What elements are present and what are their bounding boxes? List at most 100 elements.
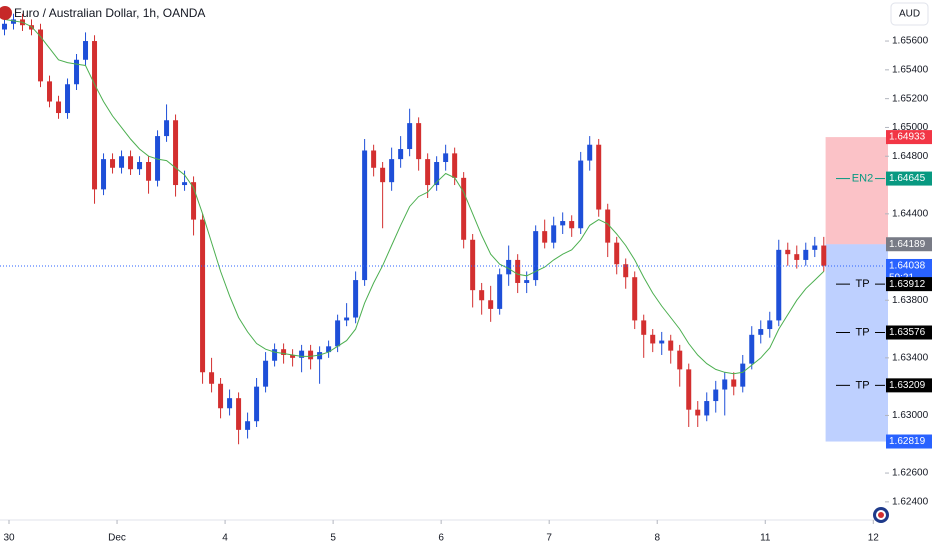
candle-body (632, 277, 638, 321)
currency-label[interactable]: AUD (899, 9, 920, 20)
y-tick-label: 1.62400 (892, 496, 929, 507)
candle-body (326, 346, 332, 353)
y-tick-label: 1.62600 (892, 468, 929, 479)
candle-body (650, 334, 656, 344)
candle-body (317, 352, 323, 360)
annotation-tag (886, 378, 932, 393)
candle-body (623, 264, 629, 278)
y-tick-label: 1.65000 (892, 122, 929, 133)
target-tag (886, 434, 932, 449)
target-tag-label: 1.62819 (889, 436, 926, 447)
candle-body (362, 150, 368, 281)
y-tick-label: 1.63400 (892, 352, 929, 363)
candle-body (434, 162, 440, 186)
x-tick-label: 6 (438, 533, 444, 544)
candle-body (605, 209, 611, 243)
candle-body (335, 320, 341, 347)
candle-body (380, 167, 386, 183)
overlay: EN2 TP TP TP (0, 172, 885, 391)
target-zone (825, 244, 888, 442)
candle-body (299, 350, 305, 358)
currency-button[interactable] (890, 2, 929, 26)
candle-body (155, 136, 161, 181)
candle-body (137, 162, 143, 170)
candle-body (83, 41, 89, 60)
candle-body (128, 156, 134, 170)
y-tick-label: 1.65200 (892, 93, 929, 104)
annotation-label: EN2 (852, 172, 873, 184)
candle-body (56, 101, 62, 114)
candle-body (533, 231, 539, 281)
candle-body (119, 156, 125, 168)
candle-body (227, 398, 233, 409)
x-tick-label: 30 (3, 533, 15, 544)
annotation-label: TP (855, 326, 869, 338)
candle-body (767, 320, 773, 330)
candle-body (686, 369, 692, 410)
candle-body (173, 120, 179, 186)
candle-body (821, 245, 827, 266)
y-tick-label: 1.63000 (892, 410, 929, 421)
x-tick-label: 5 (330, 533, 336, 544)
stop-tag (886, 130, 932, 145)
candle-body (695, 409, 701, 416)
candle-body (677, 350, 683, 370)
candle-body (191, 182, 197, 220)
candle-body (407, 123, 413, 150)
candle-body (506, 259, 512, 275)
candle-body (164, 120, 170, 137)
candle-body (713, 389, 719, 402)
candle-body (47, 81, 53, 102)
x-tick-label: 7 (546, 533, 552, 544)
annotation-tag (886, 325, 932, 340)
candle-body (461, 177, 467, 240)
candle-body (641, 320, 647, 335)
candle-body (749, 334, 755, 364)
candle-body (146, 162, 152, 181)
y-tick-label: 1.64400 (892, 208, 929, 219)
candle-body (209, 372, 215, 384)
y-tick-label: 1.64800 (892, 151, 929, 162)
candle-body (200, 219, 206, 373)
candle-body (578, 160, 584, 229)
entry-tag (886, 237, 932, 252)
candle-body (110, 159, 116, 168)
symbol-icon (0, 6, 12, 20)
candle-body (353, 280, 359, 318)
candle-body (182, 182, 188, 186)
position-zones (825, 137, 888, 442)
candle-body (776, 249, 782, 321)
candle-body (11, 19, 17, 24)
candle-body (542, 231, 548, 243)
candle-body (497, 274, 503, 309)
annotation-tag-label: 1.64645 (889, 173, 926, 184)
candle-body (551, 225, 557, 243)
annotation-tag (886, 171, 932, 186)
candle-body (560, 221, 566, 226)
candle-body (443, 153, 449, 163)
x-tick-label: 12 (868, 533, 880, 544)
candle-body (794, 254, 800, 260)
candle-body (569, 221, 575, 229)
candle-body (236, 398, 242, 430)
annotation-tag-label: 1.63576 (889, 327, 926, 338)
candle-body (731, 379, 737, 387)
candle-body (398, 149, 404, 160)
candle-body (596, 144, 602, 210)
x-tick-label: 11 (760, 533, 771, 544)
annotation-label: TP (855, 379, 869, 391)
y-tick-label: 1.65400 (892, 64, 929, 75)
candle-body (452, 153, 458, 178)
y-tick-label: 1.63800 (892, 295, 929, 306)
annotation-tag (886, 277, 932, 292)
candle-body (425, 159, 431, 186)
candle-body (38, 29, 44, 82)
candle-body (479, 290, 485, 301)
annotation-tag-label: 1.63912 (889, 279, 926, 290)
annotation-tag-label: 1.63209 (889, 380, 926, 391)
candle-body (803, 249, 809, 260)
candle-body (254, 386, 260, 422)
candle-body (587, 144, 593, 161)
